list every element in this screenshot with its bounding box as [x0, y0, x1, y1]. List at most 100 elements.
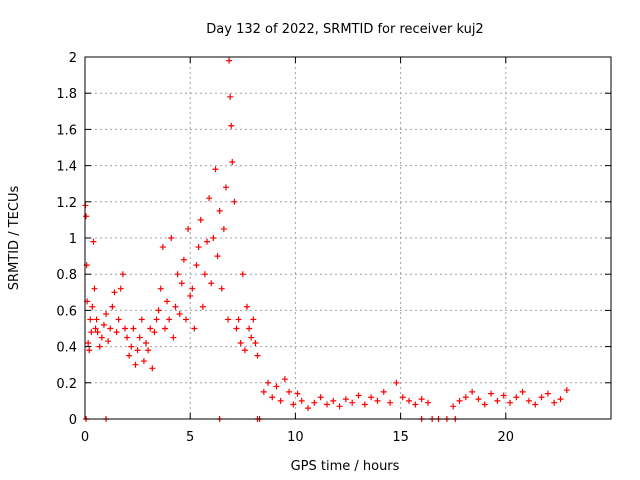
- y-tick-label: 1: [69, 232, 77, 247]
- data-point: [252, 339, 259, 346]
- plot-frame: [84, 56, 612, 420]
- data-point: [418, 396, 425, 403]
- data-point: [143, 339, 150, 346]
- data-point: [103, 311, 110, 318]
- data-point: [250, 316, 257, 323]
- data-point: [241, 347, 248, 354]
- data-point: [298, 397, 305, 404]
- data-point: [214, 253, 221, 260]
- data-point: [176, 311, 183, 318]
- data-point: [231, 198, 238, 205]
- data-point: [290, 401, 297, 408]
- data-point: [286, 388, 293, 395]
- data-point: [138, 316, 145, 323]
- data-point: [226, 57, 233, 64]
- data-point: [488, 390, 495, 397]
- y-tick-label: 1.4: [56, 160, 77, 175]
- data-point: [317, 394, 324, 401]
- data-point: [178, 280, 185, 287]
- data-point: [92, 325, 99, 332]
- data-point: [187, 292, 194, 299]
- y-tick-label: 0.2: [56, 377, 77, 392]
- data-point: [161, 325, 168, 332]
- data-point: [544, 390, 551, 397]
- data-point: [172, 303, 179, 310]
- data-point: [305, 405, 312, 412]
- data-point: [159, 244, 166, 251]
- data-point: [237, 339, 244, 346]
- y-tick-label: 0: [69, 413, 77, 428]
- data-point: [374, 397, 381, 404]
- data-point: [336, 403, 343, 410]
- data-point: [229, 158, 236, 165]
- data-point: [189, 285, 196, 292]
- data-point: [212, 166, 219, 173]
- data-point: [227, 93, 234, 100]
- y-tick-label: 1.2: [56, 196, 77, 211]
- data-point: [519, 388, 526, 395]
- data-point: [311, 399, 318, 406]
- data-point: [225, 316, 232, 323]
- x-tick-label: 5: [186, 430, 194, 445]
- data-point: [450, 403, 457, 410]
- data-point: [107, 325, 114, 332]
- data-point: [87, 316, 94, 323]
- data-point: [91, 285, 98, 292]
- data-point: [507, 399, 514, 406]
- x-tick-label: 15: [392, 430, 409, 445]
- x-tick-label: 0: [81, 430, 89, 445]
- data-point: [218, 285, 225, 292]
- data-point: [93, 316, 100, 323]
- data-point: [128, 343, 135, 350]
- y-tick-label: 2: [69, 51, 77, 66]
- data-point: [136, 334, 143, 341]
- data-point: [98, 334, 105, 341]
- data-point: [393, 379, 400, 386]
- data-point: [180, 256, 187, 263]
- data-point: [208, 280, 215, 287]
- data-point: [147, 325, 154, 332]
- data-point: [105, 338, 112, 345]
- data-points: [82, 57, 570, 422]
- data-point: [462, 394, 469, 401]
- data-point: [399, 394, 406, 401]
- data-point: [88, 329, 95, 336]
- data-point: [126, 352, 133, 359]
- data-point: [121, 325, 128, 332]
- data-point: [111, 289, 118, 296]
- data-point: [260, 388, 267, 395]
- data-point: [281, 376, 288, 383]
- data-point: [182, 316, 189, 323]
- data-point: [269, 394, 276, 401]
- data-point: [134, 347, 141, 354]
- data-point: [100, 321, 107, 328]
- data-point: [109, 303, 116, 310]
- data-point: [157, 285, 164, 292]
- data-point: [204, 238, 211, 245]
- data-point: [119, 271, 126, 278]
- data-point: [210, 235, 217, 241]
- x-tick-labels: 0 5 10 15 20: [81, 430, 514, 445]
- data-point: [513, 394, 520, 401]
- data-point: [90, 238, 97, 245]
- y-axis-label: SRMTID / TECUs: [7, 186, 22, 291]
- data-point: [195, 244, 202, 251]
- data-point: [323, 401, 330, 408]
- data-point: [380, 388, 387, 395]
- data-point: [85, 339, 92, 346]
- data-point: [153, 316, 160, 323]
- data-point: [193, 262, 200, 269]
- data-point: [387, 399, 394, 406]
- data-point: [197, 216, 204, 223]
- data-point: [168, 235, 175, 241]
- data-point: [361, 401, 368, 408]
- data-point: [206, 195, 213, 202]
- data-point: [149, 365, 156, 372]
- data-point: [538, 394, 545, 401]
- data-point: [494, 397, 501, 404]
- data-point: [86, 347, 93, 354]
- data-point: [89, 303, 96, 310]
- data-point: [244, 303, 251, 310]
- data-point: [557, 396, 564, 403]
